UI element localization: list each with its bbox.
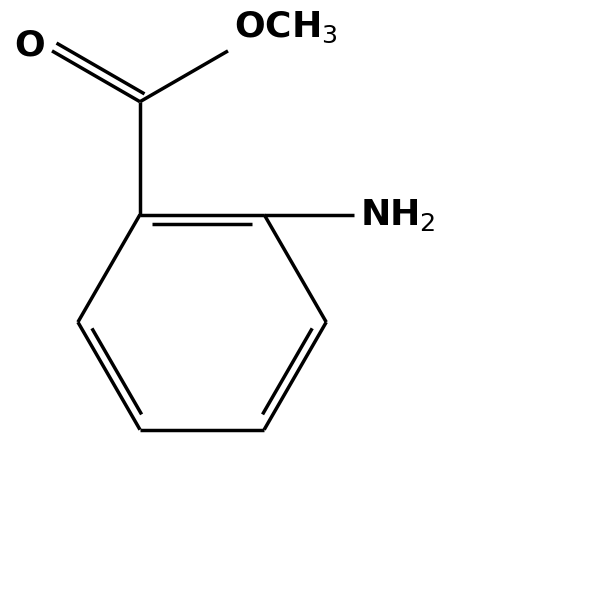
- Text: NH$_2$: NH$_2$: [360, 197, 436, 233]
- Text: O: O: [14, 28, 45, 62]
- Text: OCH$_3$: OCH$_3$: [233, 10, 337, 45]
